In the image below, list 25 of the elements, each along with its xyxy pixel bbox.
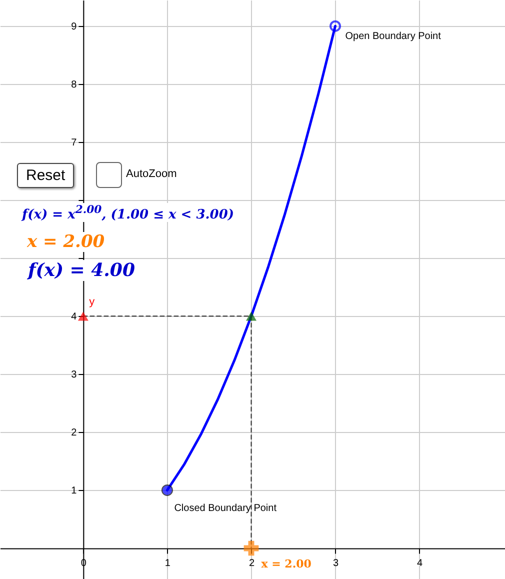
y-tick-label: 9 bbox=[71, 22, 78, 33]
y-tick-label: 2 bbox=[71, 428, 78, 439]
y-tick-label: 1 bbox=[71, 486, 78, 497]
point bbox=[244, 540, 259, 556]
point bbox=[246, 312, 256, 321]
x-tick-label: 3 bbox=[332, 558, 339, 569]
y-tick-label: 3 bbox=[71, 370, 78, 381]
annotation: Open Boundary Point bbox=[345, 31, 442, 42]
annotation: x = 2.00 bbox=[261, 557, 312, 570]
y-tick-label: 4 bbox=[71, 312, 78, 323]
y-tick-label: 8 bbox=[71, 80, 78, 91]
x-tick-label: 4 bbox=[417, 558, 424, 569]
annotation: Closed Boundary Point bbox=[174, 503, 277, 514]
annotation: y bbox=[89, 296, 96, 308]
x-tick-label: 1 bbox=[164, 558, 171, 569]
annotation: f(x) = x$^{2.00}$, (1.00 ≤ x < 3.00) bbox=[22, 203, 234, 222]
y-tick-label: 7 bbox=[71, 138, 78, 149]
reset-button[interactable]: Reset bbox=[17, 163, 74, 188]
x-tick-label: 2 bbox=[248, 558, 255, 569]
point bbox=[78, 312, 88, 321]
annotation: x = 2.00 bbox=[27, 232, 105, 252]
point bbox=[330, 20, 342, 32]
point bbox=[161, 484, 173, 496]
annotation: AutoZoom bbox=[126, 168, 177, 180]
annotation: f(x) = 4.00 bbox=[28, 260, 135, 281]
